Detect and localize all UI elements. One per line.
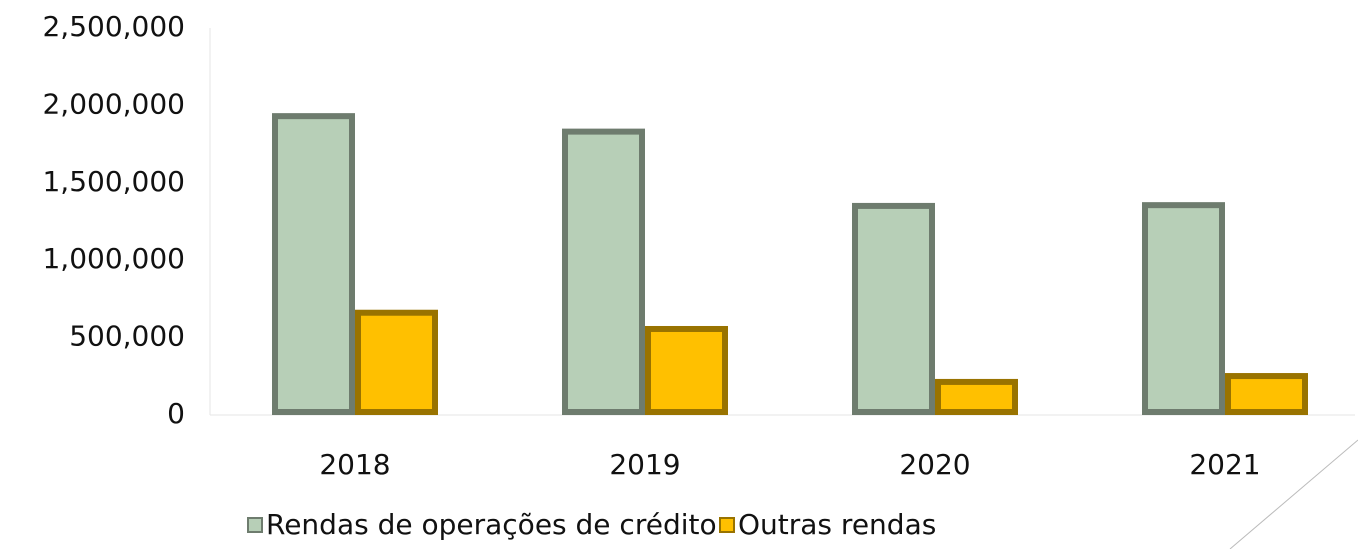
x-tick-label: 2021 xyxy=(1189,448,1260,481)
y-tick-label: 2,000,000 xyxy=(42,87,185,120)
bar xyxy=(272,113,355,415)
y-tick-label: 1,000,000 xyxy=(42,242,185,275)
y-tick-label: 500,000 xyxy=(69,320,185,353)
y-tick-label: 1,500,000 xyxy=(42,165,185,198)
bar xyxy=(1142,202,1225,415)
x-tick-label: 2020 xyxy=(899,448,970,481)
bar xyxy=(852,202,935,415)
x-tick-label: 2019 xyxy=(609,448,680,481)
y-tick-label: 0 xyxy=(167,397,185,430)
bar xyxy=(645,325,728,415)
bar xyxy=(1225,373,1308,415)
decoration xyxy=(1229,439,1358,549)
bar xyxy=(935,378,1018,416)
legend-swatch xyxy=(247,517,263,533)
bar xyxy=(355,309,438,415)
legend-label: Outras rendas xyxy=(738,508,936,541)
x-tick-label: 2018 xyxy=(319,448,390,481)
legend-label: Rendas de operações de crédito xyxy=(266,508,717,541)
bar xyxy=(562,128,645,415)
legend-swatch xyxy=(719,517,735,533)
y-tick-label: 2,500,000 xyxy=(42,10,185,43)
